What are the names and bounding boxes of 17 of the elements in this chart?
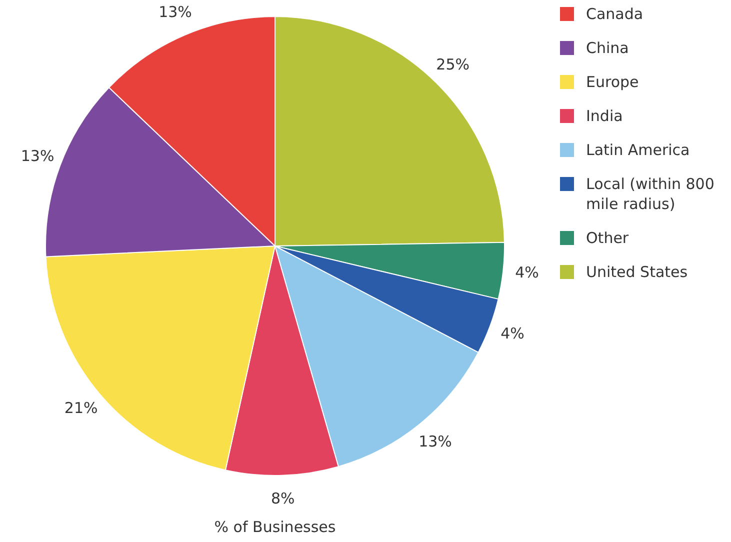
legend-label: Canada — [586, 4, 644, 24]
data-label: 13% — [418, 432, 452, 450]
legend-label: China — [586, 38, 629, 58]
legend-label: Latin America — [586, 140, 690, 160]
data-label: 4% — [500, 324, 524, 343]
data-label: 8% — [270, 489, 295, 508]
data-label: 25% — [436, 55, 470, 74]
legend-label: Other — [586, 228, 629, 248]
legend-label: United States — [586, 262, 688, 282]
legend-label: Europe — [586, 72, 639, 92]
data-label: 13% — [20, 147, 54, 166]
legend-label: India — [586, 106, 623, 126]
data-label: 21% — [64, 399, 98, 418]
data-label: 13% — [158, 2, 192, 21]
text: % of Businesses — [214, 518, 336, 536]
legend-label: Local (within 800 mile radius) — [586, 174, 716, 214]
data-label: 4% — [515, 263, 539, 282]
